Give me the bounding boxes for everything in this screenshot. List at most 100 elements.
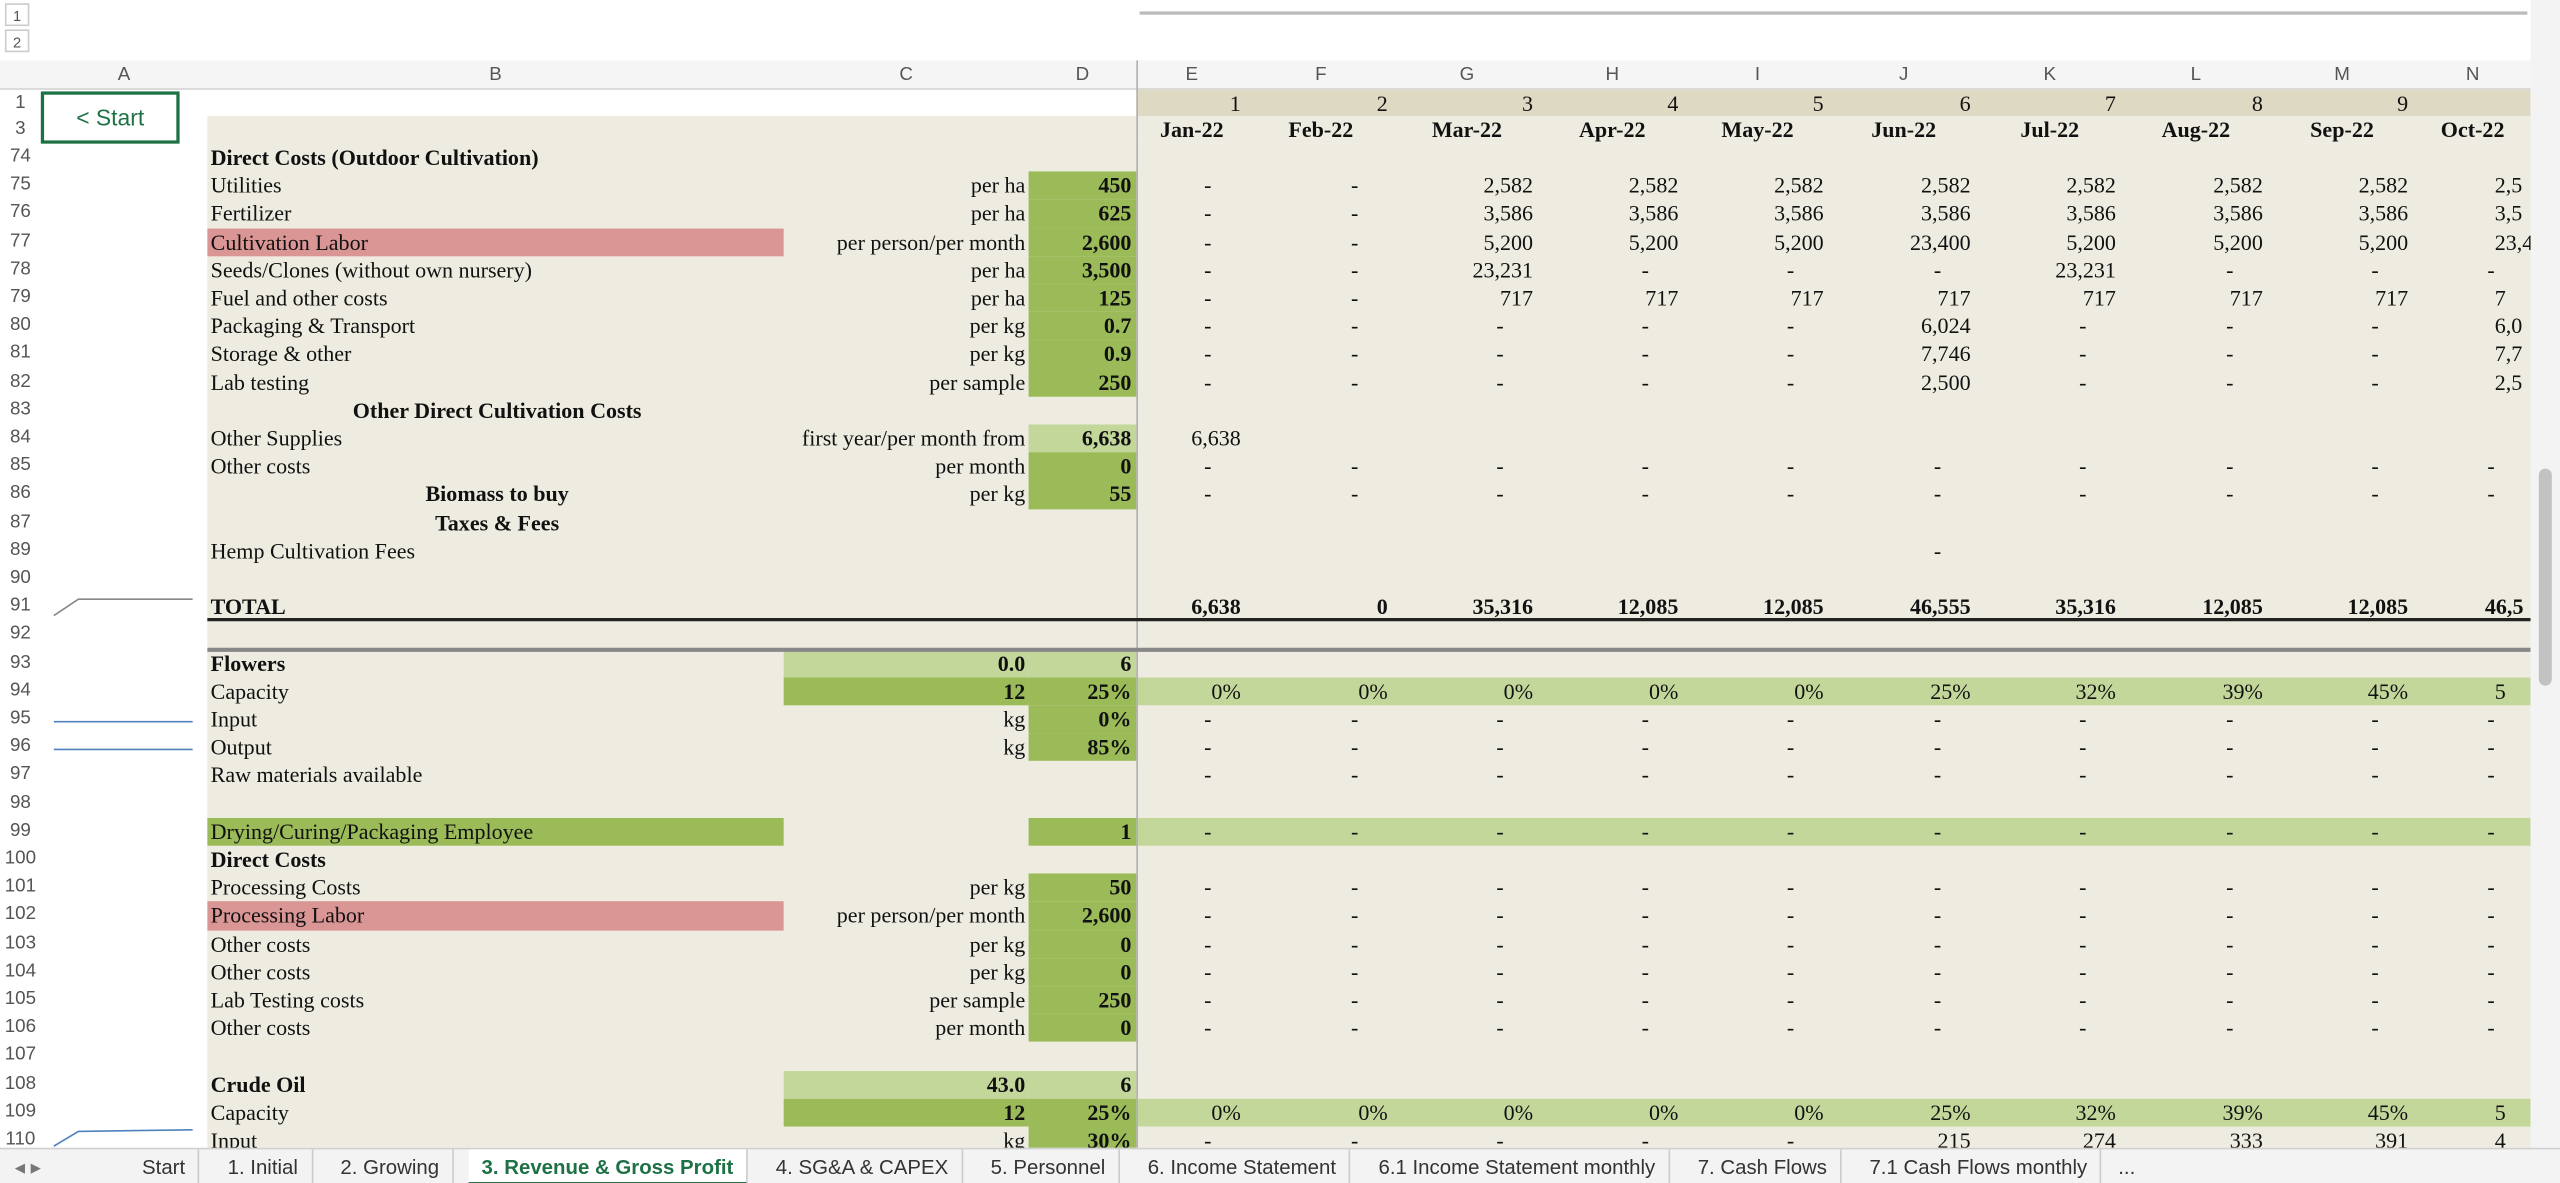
unit-cell: 0.0 — [783, 649, 1029, 678]
row-number: 106 — [4, 1017, 37, 1038]
label-cell: Cultivation Labor — [207, 227, 784, 256]
header-cell: Jun-22 — [1871, 117, 1937, 143]
more-tabs[interactable]: ... — [2118, 1155, 2136, 1179]
input-cell[interactable]: 6 — [1028, 649, 1137, 678]
value-cell: - — [2226, 763, 2234, 788]
value-cell: 6,638 — [1191, 594, 1241, 620]
input-cell[interactable]: 0 — [1028, 1014, 1137, 1043]
column-header: H — [1605, 65, 1620, 85]
scroll-thumb[interactable] — [2538, 468, 2552, 686]
value-cell: - — [1641, 819, 1649, 844]
input-cell[interactable]: 0% — [1028, 705, 1137, 734]
value-cell: - — [2226, 1015, 2234, 1041]
tab-nav[interactable]: ◂ ▸ — [14, 1155, 41, 1179]
unit-cell: per ha — [970, 201, 1026, 226]
input-cell[interactable]: 25% — [1028, 1098, 1137, 1127]
input-cell[interactable]: 6,638 — [1028, 424, 1137, 453]
label-cell: Storage & other — [210, 341, 352, 367]
input-cell[interactable]: 0 — [1028, 452, 1137, 481]
value-cell: - — [1933, 734, 1942, 760]
input-cell[interactable]: 25% — [1028, 677, 1137, 706]
value-cell: 2,582 — [2213, 173, 2263, 198]
row-number: 76 — [9, 203, 31, 223]
value-cell: - — [1496, 931, 1504, 957]
value-cell: 35,316 — [2055, 594, 2116, 620]
value-cell: - — [1351, 734, 1359, 760]
column-header-bar — [0, 60, 2531, 90]
label-cell: Hemp Cultivation Fees — [210, 538, 416, 563]
label-cell: Direct Costs — [210, 847, 326, 872]
value-cell: - — [1351, 1015, 1359, 1041]
input-cell[interactable]: 0.9 — [1028, 340, 1137, 369]
value-cell: 4 — [2494, 1128, 2506, 1153]
input-cell[interactable]: 2,600 — [1028, 227, 1137, 256]
header-cell: 6 — [1959, 91, 1971, 116]
input-cell[interactable]: 6 — [1028, 1070, 1137, 1099]
input-cell[interactable]: 0 — [1028, 958, 1137, 987]
value-cell: - — [1351, 903, 1359, 928]
input-cell[interactable]: 250 — [1028, 986, 1137, 1015]
sheet-tab[interactable]: 6.1 Income Statement monthly — [1365, 1149, 1670, 1183]
input-cell[interactable]: 0 — [1028, 929, 1137, 959]
value-cell: - — [2487, 931, 2495, 957]
value-cell: - — [1641, 987, 1649, 1013]
row-number: 100 — [4, 848, 37, 869]
value-cell: - — [1204, 734, 1212, 760]
input-cell[interactable]: 450 — [1028, 171, 1137, 200]
value-cell: 5,200 — [1483, 229, 1534, 255]
column-header: I — [1754, 65, 1761, 85]
sheet-tab[interactable]: 2. Growing — [327, 1149, 454, 1183]
label-cell: Other Supplies — [210, 426, 343, 451]
sheet-tab[interactable]: 7.1 Cash Flows monthly — [1856, 1149, 2102, 1183]
value-cell: 23,231 — [2055, 257, 2116, 283]
input-cell[interactable]: 1 — [1028, 817, 1137, 846]
input-cell[interactable]: 625 — [1028, 199, 1137, 228]
value-cell: - — [1351, 285, 1359, 311]
start-button[interactable]: < Start — [40, 91, 180, 144]
input-cell[interactable]: 50 — [1028, 873, 1137, 902]
sheet-tab[interactable]: 1. Initial — [215, 1149, 313, 1183]
row-number: 96 — [9, 736, 31, 757]
input-cell[interactable]: 85% — [1028, 733, 1137, 762]
unit-cell: per month — [935, 454, 1026, 479]
sheet-tab[interactable]: 4. SG&A & CAPEX — [763, 1149, 963, 1183]
value-cell: - — [1641, 706, 1649, 732]
sheet-tab[interactable]: Start — [129, 1149, 200, 1183]
value-cell: - — [2371, 734, 2379, 760]
value-cell: - — [2487, 903, 2495, 928]
outline-bracket — [1139, 11, 2528, 15]
value-cell: - — [1786, 369, 1795, 395]
value-cell: - — [1786, 257, 1795, 283]
header-cell: Jul-22 — [2020, 117, 2080, 143]
outline-level-button[interactable]: 2 — [4, 29, 30, 53]
row-number: 79 — [9, 287, 31, 307]
sheet-tab[interactable]: 3. Revenue & Gross Profit — [468, 1149, 749, 1183]
unit-cell: per kg — [969, 341, 1026, 367]
input-cell[interactable]: 125 — [1028, 284, 1137, 313]
input-cell[interactable]: 0.7 — [1028, 312, 1137, 341]
value-cell: - — [1786, 875, 1795, 900]
value-cell: - — [1641, 763, 1649, 788]
column-header: J — [1898, 65, 1909, 85]
value-cell: - — [1933, 482, 1942, 507]
sheet-tab[interactable]: 5. Personnel — [978, 1149, 1120, 1183]
value-cell: - — [2079, 369, 2087, 395]
value-cell: - — [2079, 875, 2087, 900]
unit-cell: kg — [1003, 734, 1026, 760]
value-cell: - — [1351, 341, 1359, 367]
input-cell[interactable]: 2,600 — [1028, 901, 1137, 930]
value-cell: - — [1786, 341, 1795, 367]
value-cell: - — [2226, 454, 2234, 479]
input-cell[interactable]: 55 — [1028, 480, 1137, 509]
input-cell[interactable]: 3,500 — [1028, 255, 1137, 285]
input-cell[interactable]: 250 — [1028, 368, 1137, 397]
value-cell: - — [2371, 454, 2379, 479]
outline-level-button[interactable]: 1 — [4, 3, 30, 27]
value-cell: - — [1204, 819, 1212, 844]
sheet-tab[interactable]: 7. Cash Flows — [1685, 1149, 1842, 1183]
value-cell: - — [2371, 1015, 2379, 1041]
value-cell: - — [2371, 313, 2379, 339]
sheet-tab[interactable]: 6. Income Statement — [1135, 1149, 1351, 1183]
row-number: 103 — [4, 933, 37, 953]
